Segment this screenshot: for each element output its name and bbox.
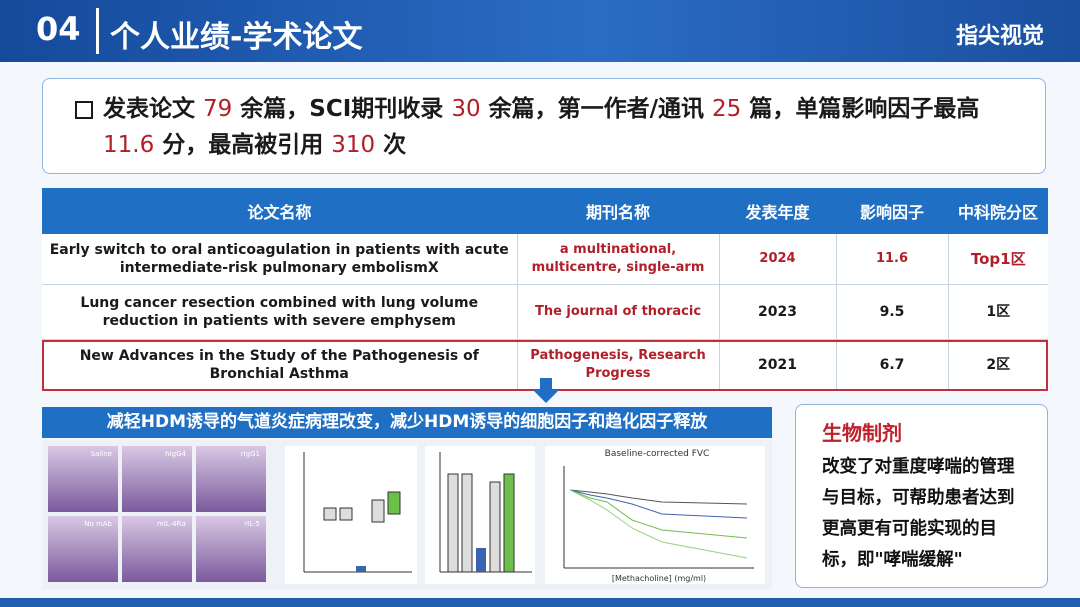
cell: New Advances in the Study of the Pathoge… (42, 339, 518, 391)
histology-image (48, 446, 118, 512)
highlight-number: 79 (203, 96, 233, 122)
table-row: Early switch to oral anticoagulation in … (42, 234, 1048, 285)
box-plot (285, 446, 417, 584)
cell: 2024 (719, 234, 837, 285)
summary-text: 篇，单篇影响因子最高 (741, 96, 980, 122)
cell: Early switch to oral anticoagulation in … (42, 234, 518, 285)
summary-text: 次 (375, 132, 407, 158)
table-row: Lung cancer resection combined with lung… (42, 284, 1048, 340)
side-box: 生物制剂 改变了对重度哮喘的管理与目标，可帮助患者达到更高更有可能实现的目标，即… (795, 404, 1048, 588)
figure-panel: Saline hIgG4 rIgG1 No mAb mIL-4Rα rIL-5 Basel… (42, 440, 772, 590)
histology-label: rIgG1 (241, 450, 260, 458)
cell: 1区 (948, 284, 1048, 340)
bar-plot (425, 446, 535, 584)
cell: a multinational, multicentre, single-arm (517, 234, 720, 285)
histology-image (48, 516, 118, 582)
summary-text: 发表论文 (103, 96, 204, 122)
banner: 减轻HDM诱导的气道炎症病理改变，减少HDM诱导的细胞因子和趋化因子释放 (42, 407, 772, 438)
histology-image (196, 516, 266, 582)
highlight-number: 25 (712, 96, 742, 122)
x-axis-label: [Methacholine] (mg/ml) (612, 574, 706, 583)
header-bar: 04 个人业绩-学术论文 指尖视觉 (0, 0, 1080, 62)
side-title: 生物制剂 (822, 421, 902, 445)
column-header: 影响因子 (836, 188, 948, 234)
summary-text: 分，最高被引用 (154, 132, 332, 158)
cell: 2021 (719, 339, 837, 391)
histology-label: hIgG4 (165, 450, 186, 458)
histology-image (122, 516, 192, 582)
separator (96, 8, 99, 54)
highlight-number: 310 (331, 132, 376, 158)
cell: The journal of thoracic (517, 284, 720, 340)
table-row: New Advances in the Study of the Pathoge… (42, 339, 1048, 391)
bullet (75, 101, 93, 119)
highlight-number: 30 (451, 96, 481, 122)
histology-label: rIL-5 (244, 520, 260, 528)
cell: 2023 (719, 284, 837, 340)
column-header: 发表年度 (719, 188, 836, 234)
summary-box: 发表论文 79 余篇，SCI期刊收录 30 余篇，第一作者/通讯 25 篇，单篇… (42, 78, 1046, 174)
cell: 2区 (948, 339, 1048, 391)
column-header: 中科院分区 (948, 188, 1048, 234)
histology-image (196, 446, 266, 512)
brand: 指尖视觉 (955, 24, 1044, 49)
side-body: 改变了对重度哮喘的管理与目标，可帮助患者达到更高更有可能实现的目标，即"哮喘缓解… (822, 457, 1015, 570)
cell: 9.5 (836, 284, 949, 340)
paper-table: 论文名称 期刊名称 发表年度 影响因子 中科院分区 Early switch t… (42, 188, 1048, 391)
histology-image (122, 446, 192, 512)
section-number: 04 (36, 10, 81, 48)
histology-label: No mAb (84, 520, 112, 528)
cell: 6.7 (836, 339, 949, 391)
column-header: 论文名称 (42, 188, 517, 234)
cell: 11.6 (836, 234, 949, 285)
slide-title: 个人业绩-学术论文 (110, 20, 363, 55)
header-row: 论文名称 期刊名称 发表年度 影响因子 中科院分区 (42, 188, 1048, 234)
down-arrow (533, 378, 559, 403)
figure-title: Baseline-corrected FVC (605, 449, 710, 459)
fvc-chart: Baseline-corrected FVC [Methacholine] (m… (545, 446, 765, 584)
histology-label: mIL-4Rα (157, 520, 187, 528)
histology-label: Saline (91, 450, 112, 458)
column-header: 期刊名称 (517, 188, 719, 234)
summary-text: 余篇，SCI期刊收录 (232, 96, 452, 122)
summary-text: 余篇，第一作者/通讯 (480, 96, 713, 122)
cell: Top1区 (948, 234, 1048, 285)
cell: Lung cancer resection combined with lung… (42, 284, 518, 340)
footer-bar (0, 598, 1080, 607)
highlight-number: 11.6 (103, 132, 155, 158)
